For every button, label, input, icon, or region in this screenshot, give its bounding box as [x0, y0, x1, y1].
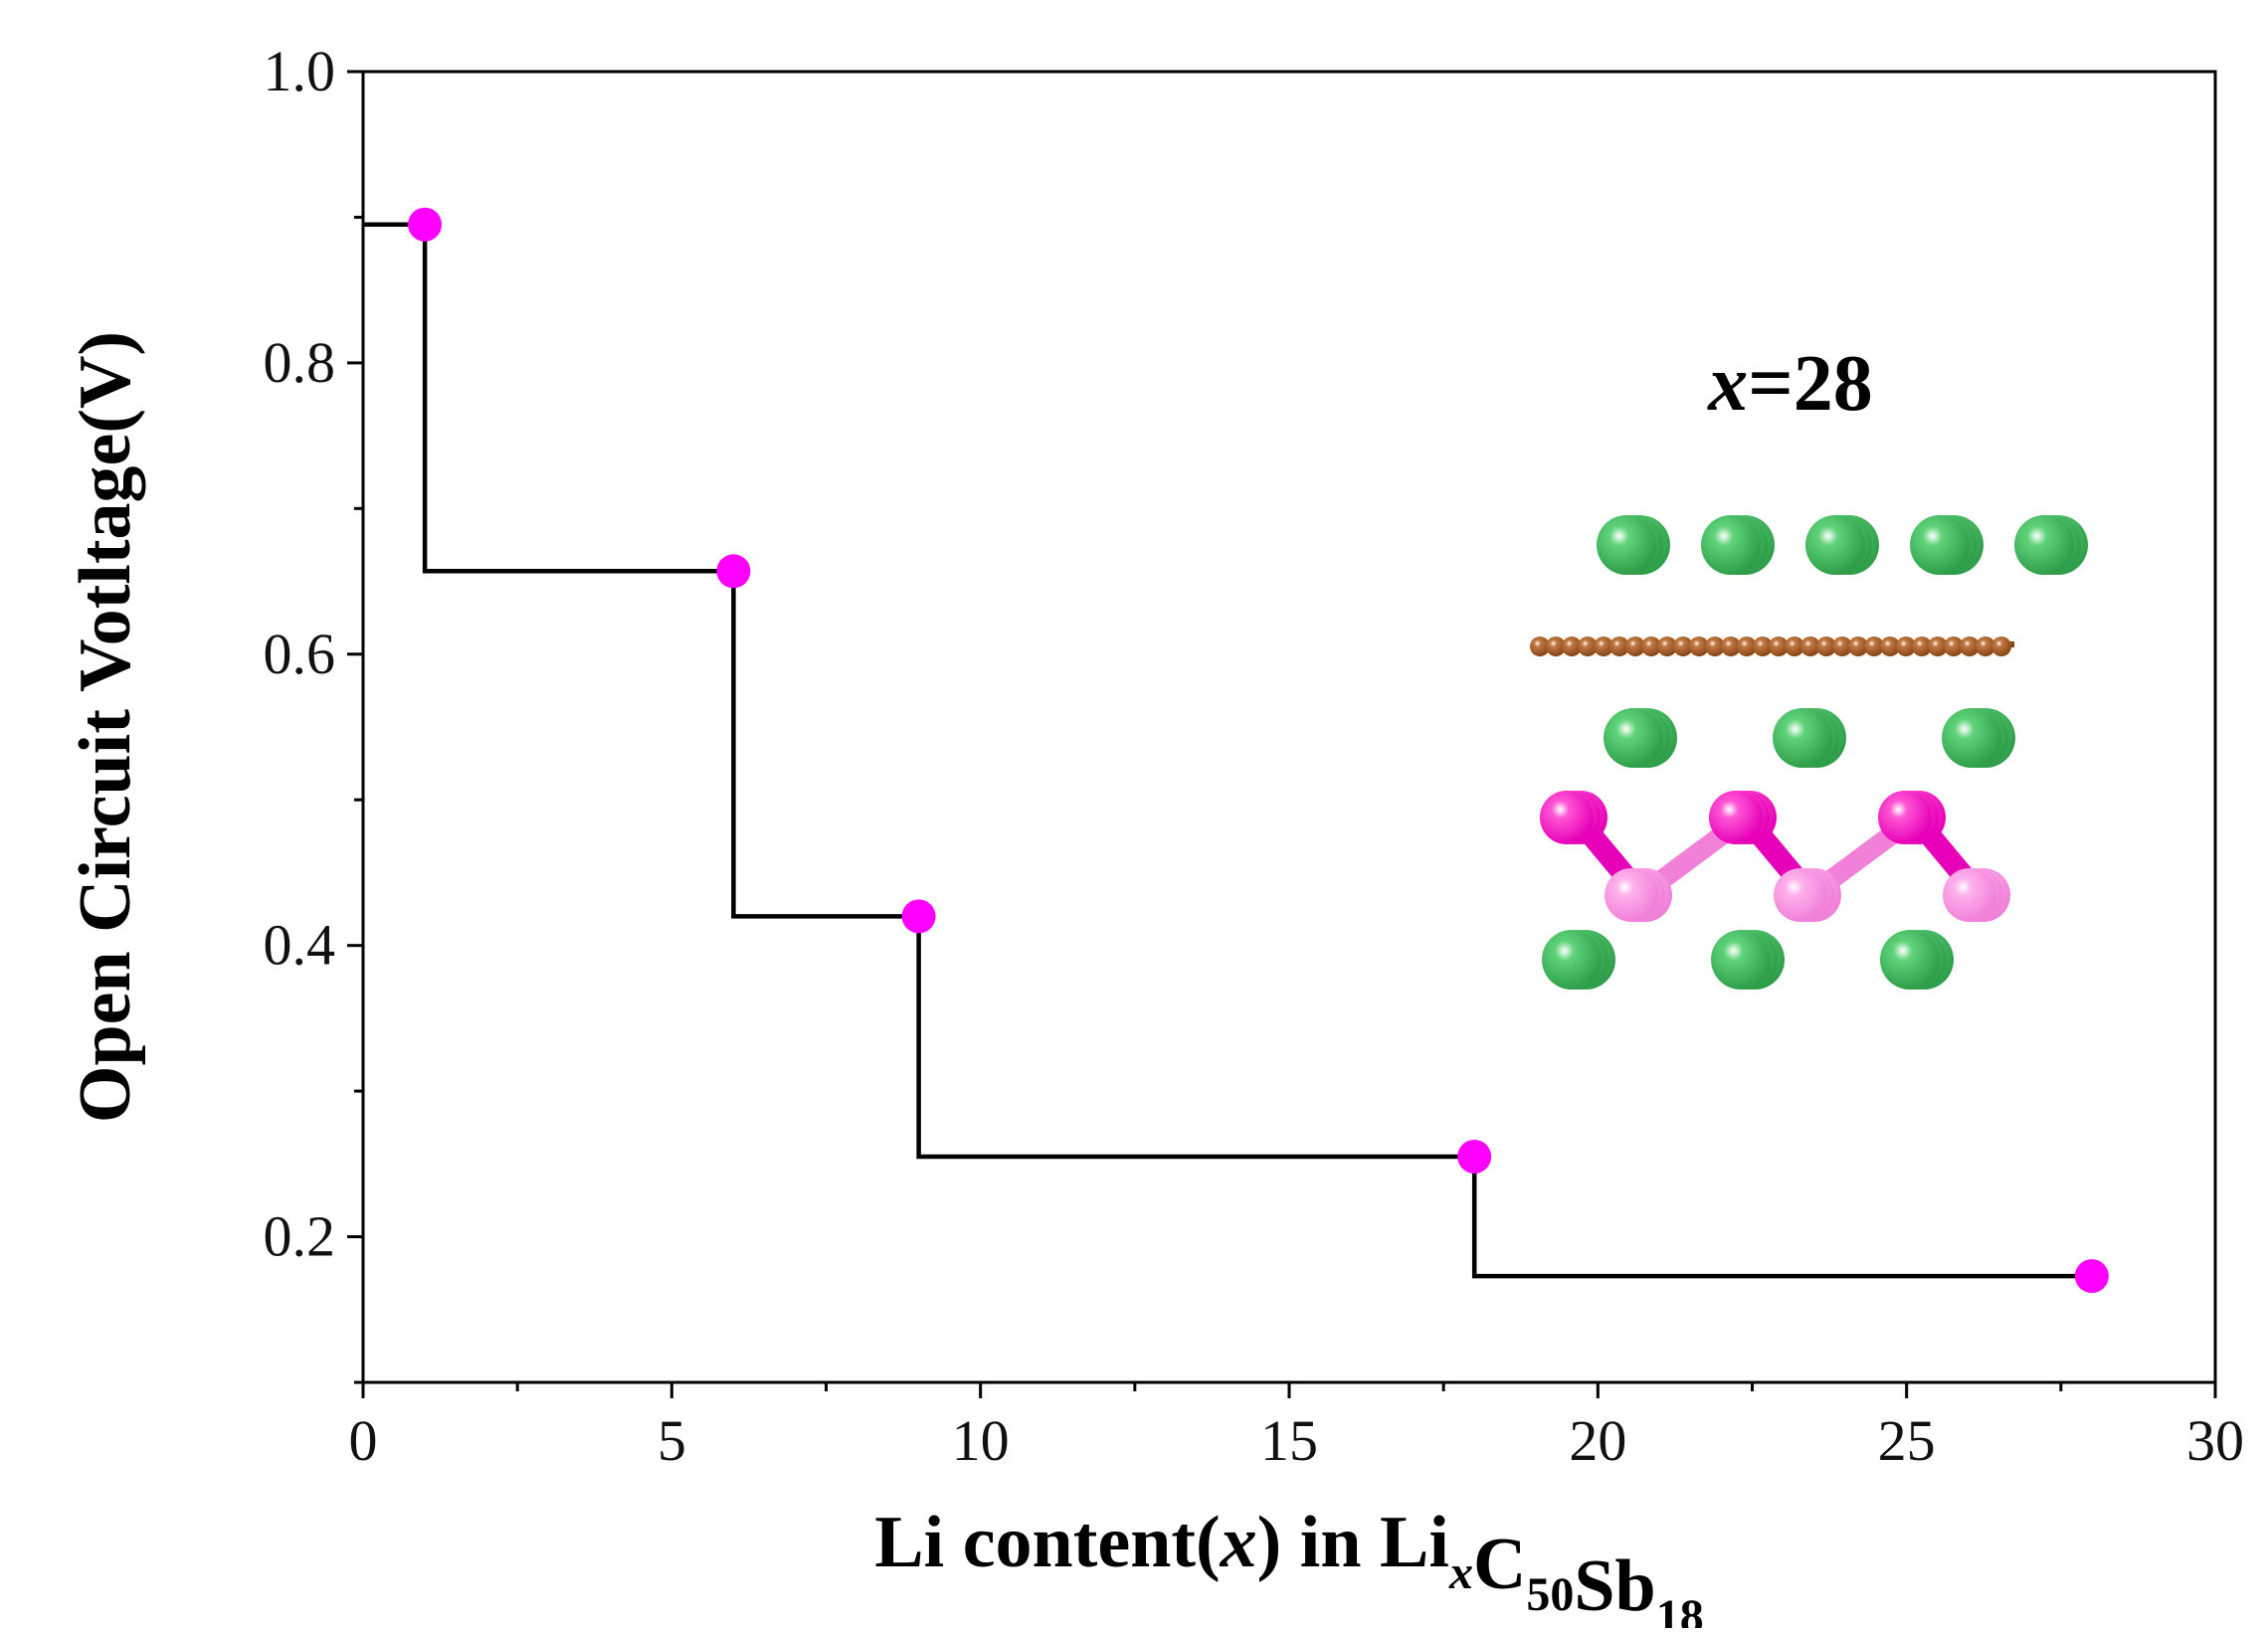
carbon-atom — [1960, 636, 1980, 656]
x-axis-title-part: Sb — [1574, 1545, 1655, 1627]
carbon-atom — [1896, 636, 1916, 656]
carbon-atom — [1928, 636, 1948, 656]
data-point — [408, 207, 443, 242]
y-tick-label: 0.4 — [264, 913, 336, 978]
y-axis-ticks: 0.2 0.4 0.6 0.8 1.0 — [264, 39, 363, 1384]
sb-atom — [1605, 868, 1658, 922]
inset-label-variable: x — [1707, 340, 1748, 428]
carbon-atom — [1848, 636, 1868, 656]
plot-frame — [361, 70, 2217, 1384]
inset-label: x=28 — [1707, 340, 1873, 428]
x-tick-label: 25 — [1878, 1408, 1936, 1473]
x-axis-title-part: ) in Li — [1257, 1502, 1449, 1583]
sb-atom — [1709, 791, 1763, 844]
x-axis-title-part: x — [1448, 1546, 1473, 1599]
carbon-atom — [1641, 636, 1661, 656]
carbon-atom — [1530, 636, 1550, 656]
li-atom — [1597, 515, 1656, 575]
carbon-atom — [1991, 636, 2011, 656]
x-tick-label: 0 — [349, 1408, 378, 1473]
carbon-atom — [1594, 636, 1613, 656]
y-axis-title: Open Circuit Votltage(V) — [65, 331, 146, 1123]
carbon-atom — [1737, 636, 1757, 656]
carbon-atom — [1832, 636, 1852, 656]
li-atom — [1542, 930, 1602, 990]
x-tick-label: 15 — [1260, 1408, 1318, 1473]
data-point — [2074, 1259, 2109, 1294]
carbon-atom — [1944, 636, 1964, 656]
carbon-atom — [1657, 636, 1677, 656]
sb-atom — [1540, 791, 1594, 844]
carbon-atom — [1625, 636, 1645, 656]
carbon-atom — [1769, 636, 1789, 656]
x-axis-title-part: x — [1220, 1502, 1257, 1583]
x-axis-ticks: 0 5 10 15 20 25 30 — [349, 1382, 2244, 1473]
li-atom — [1942, 708, 2001, 768]
carbon-atom — [1912, 636, 1932, 656]
sb-atom — [1878, 791, 1932, 844]
x-tick-label: 5 — [658, 1408, 686, 1473]
carbon-atom — [1721, 636, 1741, 656]
y-tick-label: 0.6 — [264, 622, 336, 686]
x-axis-title-part: C — [1473, 1524, 1526, 1605]
sb-atom — [1943, 868, 1996, 922]
x-axis-title-part: 18 — [1656, 1590, 1704, 1628]
x-tick-label: 30 — [2186, 1408, 2244, 1473]
y-tick-label: 0.2 — [264, 1204, 336, 1269]
li-atom — [1711, 930, 1771, 990]
carbon-atom — [1562, 636, 1582, 656]
carbon-atom — [1880, 636, 1900, 656]
x-axis-title-part: Li content( — [874, 1502, 1220, 1583]
x-axis-title-part: 50 — [1526, 1568, 1574, 1621]
li-atom — [1604, 708, 1663, 768]
li-atom — [2014, 515, 2074, 575]
y-tick-label: 0.8 — [264, 330, 336, 395]
li-atom — [1805, 515, 1865, 575]
carbon-atom — [1753, 636, 1773, 656]
li-atom — [1701, 515, 1761, 575]
carbon-atom — [1673, 636, 1693, 656]
carbon-atom — [1864, 636, 1884, 656]
carbon-atom — [1546, 636, 1566, 656]
carbon-atom — [1689, 636, 1709, 656]
carbon-atom — [1785, 636, 1804, 656]
carbon-atom — [1705, 636, 1725, 656]
data-point — [716, 554, 751, 589]
li-atom — [1773, 708, 1832, 768]
carbon-atom — [1816, 636, 1836, 656]
x-tick-label: 10 — [952, 1408, 1010, 1473]
li-atom — [1880, 930, 1940, 990]
sb-atom — [1774, 868, 1827, 922]
y-tick-label: 1.0 — [264, 39, 336, 103]
step-line — [363, 222, 2092, 1279]
x-axis-title: Li content(x) in LixC50Sb18 — [874, 1502, 1703, 1628]
series-group — [363, 207, 2109, 1294]
carbon-atom — [1976, 636, 1995, 656]
inset-label-value: =28 — [1748, 340, 1873, 428]
data-point — [1457, 1140, 1492, 1175]
carbon-atom — [1609, 636, 1629, 656]
li-atom — [1910, 515, 1970, 575]
carbon-atom — [1578, 636, 1598, 656]
carbon-atom — [1800, 636, 1820, 656]
data-point — [901, 899, 936, 934]
inset-crystal-structure — [1530, 515, 2088, 990]
x-tick-label: 20 — [1569, 1408, 1626, 1473]
